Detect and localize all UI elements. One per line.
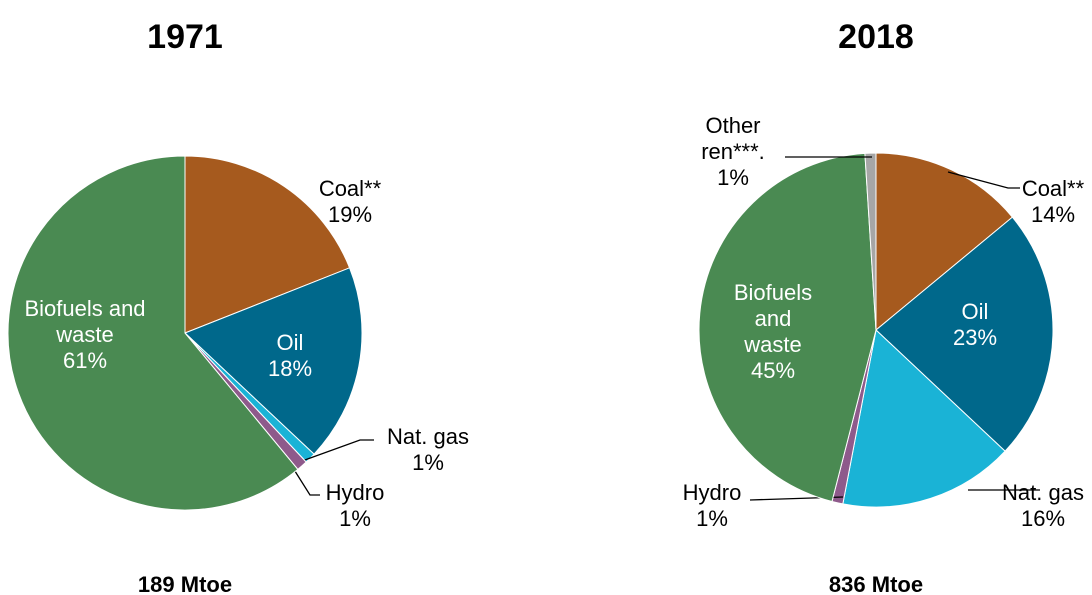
- slice-value: 1%: [696, 506, 728, 531]
- slice-name: Coal**: [318, 176, 382, 201]
- slice-value: 19%: [327, 202, 373, 227]
- leader-line: [947, 171, 1020, 189]
- slice-name: Biofuels and waste: [733, 280, 813, 357]
- chart-footer: 189 Mtoe: [137, 572, 233, 595]
- slice-value: 1%: [412, 450, 444, 475]
- pie-slice: [7, 155, 299, 511]
- slice-label: Coal** 14%: [998, 176, 1092, 228]
- slice-label: Hydro 1%: [295, 480, 415, 532]
- slice-label: Biofuels and waste 61%: [20, 296, 150, 374]
- slice-label: Other ren***. 1%: [693, 113, 773, 191]
- pie-slice: [864, 152, 877, 331]
- slice-label: Hydro 1%: [657, 480, 767, 532]
- pie-slice: [184, 155, 351, 334]
- pie-slice: [698, 152, 877, 503]
- slice-name: Oil: [961, 299, 989, 324]
- slice-name: Hydro: [325, 480, 385, 505]
- slice-value: 16%: [1020, 506, 1066, 531]
- pie-slice: [875, 216, 1054, 452]
- pie-slice: [842, 329, 1006, 508]
- chart-title: 2018: [838, 18, 914, 56]
- slice-label: Oil 23%: [915, 299, 1035, 351]
- slice-label: Oil 18%: [230, 330, 350, 382]
- slice-name: Oil: [276, 330, 304, 355]
- slice-name: Biofuels and waste: [24, 296, 146, 347]
- leader-line: [301, 439, 374, 462]
- slice-name: Other ren***.: [701, 113, 765, 164]
- slice-label: Coal** 19%: [290, 176, 410, 228]
- slice-value: 23%: [952, 325, 998, 350]
- slice-label: Nat. gas 1%: [358, 424, 498, 476]
- slice-value: 45%: [750, 358, 796, 383]
- pie-slice: [875, 152, 1014, 332]
- chart-footer: 836 Mtoe: [828, 572, 924, 595]
- slice-name: Coal**: [1021, 176, 1085, 201]
- chart-title: 1971: [147, 18, 223, 56]
- slice-label: Biofuels and waste 45%: [733, 280, 813, 384]
- leader-line: [292, 467, 320, 496]
- slice-label: Nat. gas 16%: [988, 480, 1092, 532]
- slice-value: 61%: [62, 348, 108, 373]
- slice-name: Hydro: [682, 480, 742, 505]
- pie-slice: [184, 267, 363, 455]
- slice-value: 14%: [1030, 202, 1076, 227]
- slice-value: 1%: [339, 506, 371, 531]
- slice-value: 18%: [267, 356, 313, 381]
- slice-value: 1%: [717, 165, 749, 190]
- slice-name: Nat. gas: [387, 424, 469, 449]
- slice-name: Nat. gas: [1002, 480, 1084, 505]
